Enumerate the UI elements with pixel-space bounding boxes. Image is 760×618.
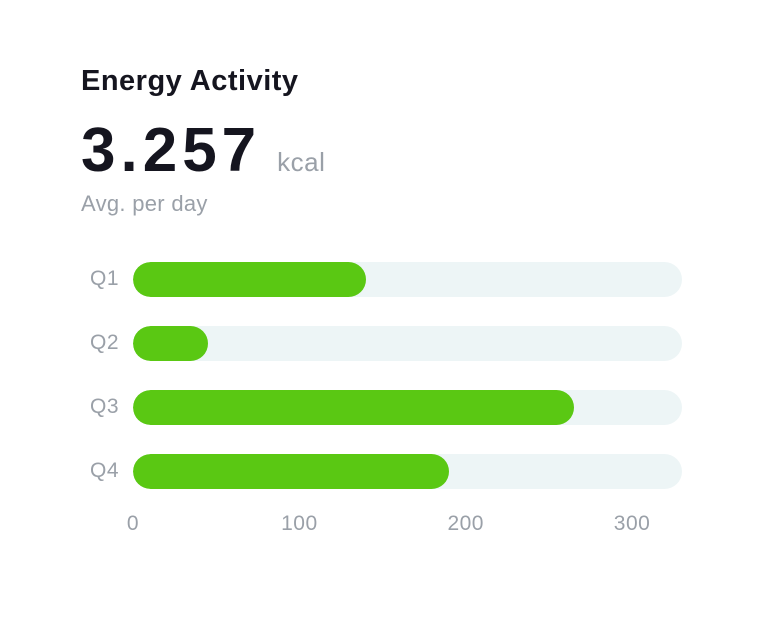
x-axis-tick-label-100: 100 [281, 511, 318, 535]
category-label-q4: Q4 [89, 459, 119, 483]
bar-track-q3 [133, 389, 682, 425]
metric-value-row: 3.257 kcal [81, 115, 760, 185]
bar-track-q4 [133, 453, 682, 489]
bar-fill-q4 [133, 453, 450, 489]
metric-subtitle: Avg. per day [81, 190, 208, 216]
bar-fill-q1 [133, 261, 366, 297]
metric-unit: kcal [277, 146, 326, 177]
category-label-q2: Q2 [89, 331, 119, 355]
page-title: Energy Activity [81, 65, 299, 97]
metric-value: 3.257 [81, 115, 262, 185]
x-axis-tick-label-300: 300 [613, 511, 651, 535]
chart-row-q3: Q3 [81, 389, 760, 425]
x-axis: 0 100 200 300 [127, 511, 682, 538]
category-label-q3: Q3 [89, 395, 119, 419]
chart-row-q2: Q2 [81, 325, 760, 361]
bar-fill-q2 [133, 325, 208, 361]
bar-track-q2 [133, 325, 682, 361]
x-axis-tick-label-200: 200 [447, 511, 484, 535]
chart-row-q4: Q4 [81, 453, 760, 489]
bar-fill-q3 [133, 389, 574, 425]
category-label-q1: Q1 [89, 267, 119, 291]
x-axis-tick-label-0: 0 [126, 511, 140, 535]
bar-chart: Q1 Q2 Q3 Q4 [81, 261, 760, 489]
chart-row-q1: Q1 [81, 261, 760, 297]
bar-track-q1 [133, 261, 682, 297]
